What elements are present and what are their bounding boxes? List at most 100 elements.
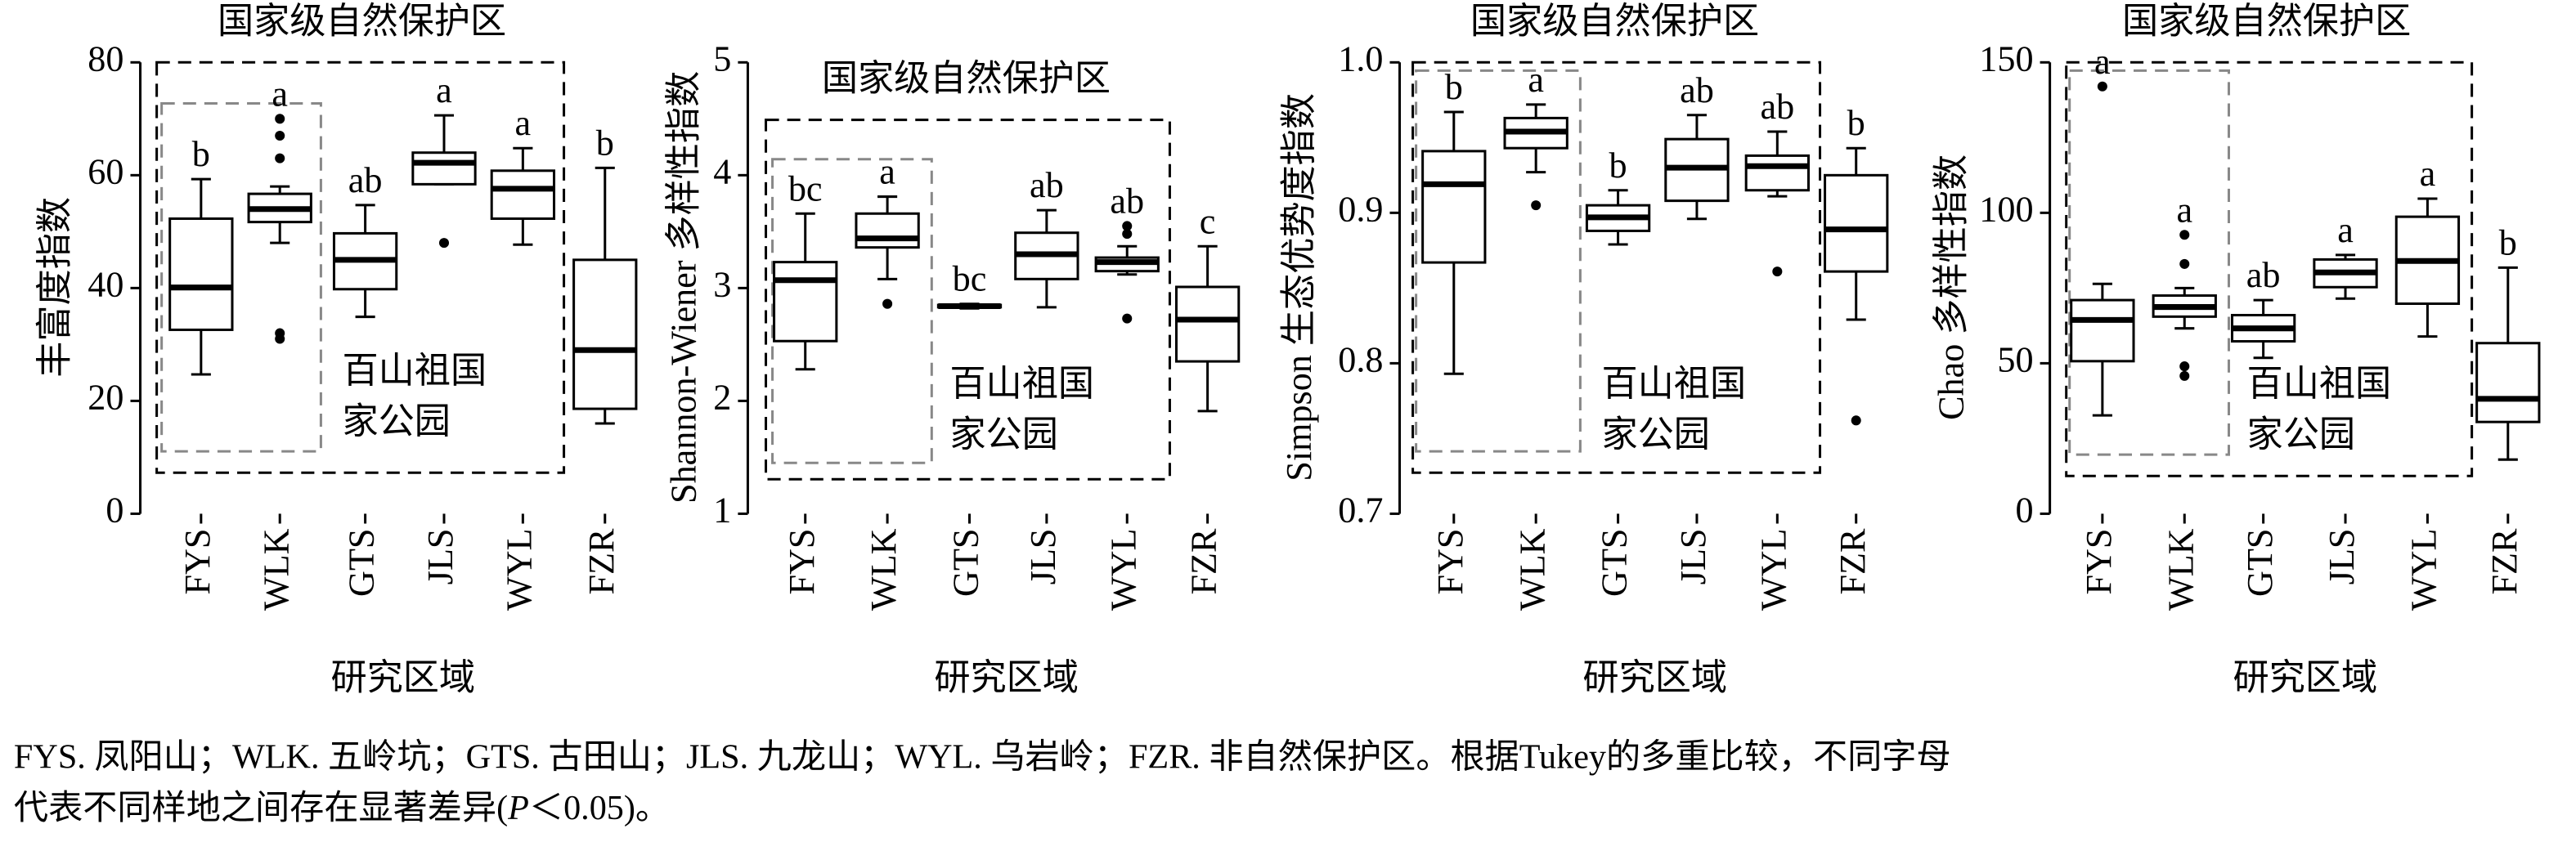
- inner-label: 家公园: [2247, 414, 2355, 455]
- significance-letter: c: [1200, 201, 1216, 241]
- inner-label: 百山祖国: [1601, 364, 1746, 404]
- significance-letter: ab: [1030, 165, 1064, 205]
- y-tick-label: 1.0: [1338, 38, 1383, 78]
- inner-frame: [1415, 69, 1582, 453]
- x-tick-label: GTS: [1595, 529, 1635, 597]
- y-tick-label: 50: [1997, 340, 2033, 380]
- x-tick-label: JLS: [420, 529, 460, 585]
- y-tick-label: 150: [1979, 38, 2033, 78]
- significance-letter: ab: [2246, 255, 2281, 295]
- x-axis-label: 研究区域: [330, 657, 475, 697]
- caption-part: 代表不同样地之间存在显著差异(: [14, 789, 508, 827]
- x-tick-label: JLS: [2322, 529, 2362, 585]
- outer-frame: [1411, 60, 1822, 474]
- inner-label: 百山祖国: [343, 351, 487, 391]
- x-tick-label: JLS: [1023, 529, 1063, 585]
- caption-part: P: [507, 789, 529, 827]
- box: [1824, 173, 1889, 273]
- outer-frame: [765, 119, 1171, 481]
- outlier: [275, 334, 285, 344]
- x-tick-label: FYS: [2079, 529, 2119, 595]
- inner-label: 百山祖国: [2247, 364, 2392, 404]
- inner-frame: [2068, 69, 2230, 456]
- y-tick-label: 0: [105, 490, 123, 531]
- significance-letter: a: [2094, 42, 2111, 82]
- significance-letter: a: [2176, 190, 2192, 230]
- x-tick-label: WLK: [864, 528, 904, 611]
- y-tick-label: 80: [88, 38, 123, 78]
- outlier: [1122, 229, 1133, 240]
- box: [572, 258, 638, 410]
- y-axis-label: Chao 多样性指数: [1931, 155, 1971, 420]
- significance-letter: ab: [1110, 181, 1144, 221]
- x-axis-label: 研究区域: [2233, 657, 2378, 697]
- y-tick-label: 0.7: [1338, 490, 1383, 531]
- x-tick-label: WLK: [256, 528, 296, 611]
- y-tick-label: 4: [713, 151, 731, 191]
- inner-label: 家公园: [343, 401, 451, 441]
- outlier: [2179, 230, 2190, 240]
- outlier: [2097, 81, 2107, 92]
- significance-letter: b: [1847, 103, 1865, 143]
- inner-frame: [771, 158, 933, 464]
- y-tick-label: 60: [88, 151, 123, 191]
- outlier: [1772, 266, 1783, 277]
- outlier: [2179, 258, 2190, 269]
- significance-letter: a: [272, 74, 288, 114]
- x-tick-label: FZR: [581, 528, 622, 595]
- x-tick-label: FYS: [177, 529, 218, 595]
- x-tick-label: FZR: [1184, 528, 1224, 595]
- x-tick-label: WYL: [1753, 529, 1793, 611]
- box: [1174, 285, 1241, 363]
- outer-label: 国家级自然保护区: [218, 1, 506, 41]
- significance-letter: a: [879, 152, 895, 192]
- y-tick-label: 100: [1979, 189, 2033, 229]
- y-tick-label: 1: [713, 490, 731, 531]
- significance-letter: a: [436, 70, 452, 110]
- x-tick-label: WLK: [2161, 528, 2201, 611]
- outer-label: 国家级自然保护区: [1470, 1, 1759, 41]
- outer-label: 国家级自然保护区: [822, 59, 1111, 99]
- outer-label: 国家级自然保护区: [2122, 1, 2411, 41]
- y-tick-label: 0.8: [1338, 340, 1383, 380]
- x-tick-label: JLS: [1673, 529, 1713, 585]
- outlier: [275, 130, 285, 141]
- box: [168, 217, 234, 331]
- caption: FYS. 凤阳山；WLK. 五岭坑；GTS. 古田山；JLS. 九龙山；WYL.…: [14, 737, 1951, 776]
- significance-letter: b: [596, 123, 614, 163]
- outlier: [275, 114, 285, 124]
- box: [1421, 150, 1487, 264]
- outer-frame: [2065, 60, 2474, 477]
- significance-letter: ab: [348, 160, 383, 200]
- x-tick-label: FYS: [782, 529, 822, 595]
- x-tick-label: GTS: [2240, 529, 2280, 597]
- outlier: [438, 238, 450, 249]
- y-axis-label: Shannon-Wiener 多样性指数: [663, 71, 703, 504]
- outlier: [275, 153, 285, 163]
- outlier: [1122, 313, 1133, 324]
- x-tick-label: FZR: [1833, 528, 1873, 595]
- x-tick-label: WLK: [1512, 528, 1552, 611]
- y-tick-label: 5: [713, 38, 731, 78]
- y-tick-label: 0: [2015, 490, 2033, 531]
- y-tick-label: 0.9: [1338, 189, 1383, 229]
- box: [2070, 298, 2135, 363]
- x-tick-label: WYL: [1103, 529, 1143, 611]
- outlier: [1122, 221, 1133, 231]
- box: [855, 212, 920, 249]
- x-tick-label: FZR: [2484, 528, 2524, 595]
- inner-label: 家公园: [949, 414, 1057, 455]
- significance-letter: b: [1445, 67, 1463, 107]
- significance-letter: bc: [953, 259, 987, 299]
- x-axis-label: 研究区域: [934, 657, 1079, 697]
- box: [411, 151, 477, 186]
- outlier: [2179, 370, 2190, 381]
- box: [490, 169, 556, 220]
- x-tick-label: FYS: [1430, 529, 1470, 595]
- x-tick-label: WYL: [2404, 529, 2444, 611]
- y-axis-label: Simpson 生态优势度指数: [1279, 93, 1319, 481]
- caption-part: ＜0.05)。: [529, 789, 670, 827]
- x-tick-label: WYL: [500, 529, 540, 611]
- significance-letter: a: [2337, 210, 2354, 250]
